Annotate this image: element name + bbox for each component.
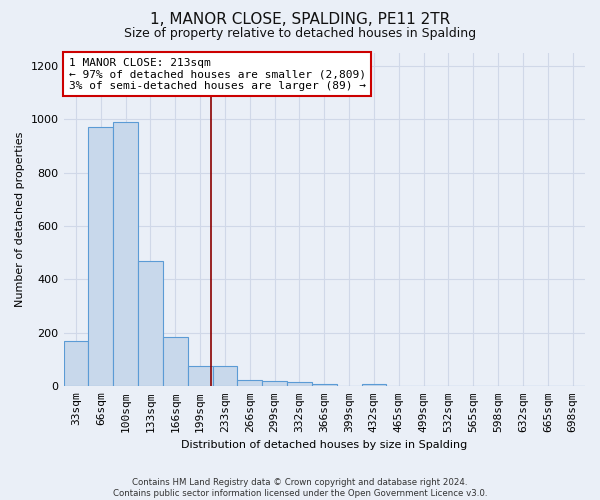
Bar xyxy=(362,384,386,386)
Bar xyxy=(88,128,113,386)
Bar xyxy=(287,382,312,386)
Bar xyxy=(138,261,163,386)
Y-axis label: Number of detached properties: Number of detached properties xyxy=(15,132,25,307)
Bar xyxy=(113,122,138,386)
Text: Size of property relative to detached houses in Spalding: Size of property relative to detached ho… xyxy=(124,28,476,40)
Bar xyxy=(238,380,262,386)
Text: Contains HM Land Registry data © Crown copyright and database right 2024.
Contai: Contains HM Land Registry data © Crown c… xyxy=(113,478,487,498)
Bar xyxy=(64,341,88,386)
X-axis label: Distribution of detached houses by size in Spalding: Distribution of detached houses by size … xyxy=(181,440,467,450)
Bar xyxy=(262,381,287,386)
Bar xyxy=(163,337,188,386)
Bar xyxy=(188,366,212,386)
Text: 1 MANOR CLOSE: 213sqm
← 97% of detached houses are smaller (2,809)
3% of semi-de: 1 MANOR CLOSE: 213sqm ← 97% of detached … xyxy=(69,58,366,90)
Bar xyxy=(212,366,238,386)
Bar xyxy=(312,384,337,386)
Text: 1, MANOR CLOSE, SPALDING, PE11 2TR: 1, MANOR CLOSE, SPALDING, PE11 2TR xyxy=(150,12,450,28)
